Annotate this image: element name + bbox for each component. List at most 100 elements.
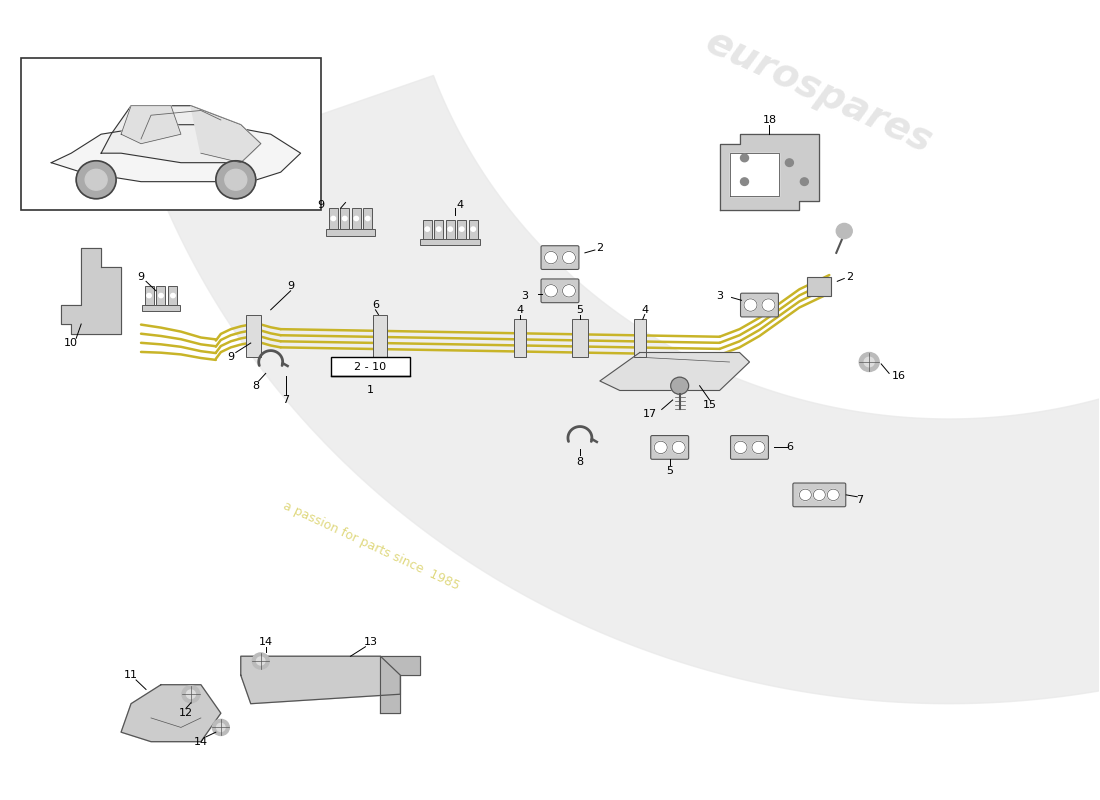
Text: 13: 13 bbox=[363, 637, 377, 647]
Circle shape bbox=[672, 442, 685, 454]
FancyBboxPatch shape bbox=[331, 358, 410, 376]
Circle shape bbox=[813, 489, 825, 501]
Circle shape bbox=[85, 170, 107, 190]
Circle shape bbox=[752, 442, 764, 454]
Text: 2 - 10: 2 - 10 bbox=[354, 362, 386, 372]
Text: 5: 5 bbox=[576, 305, 583, 314]
Text: 5: 5 bbox=[667, 466, 673, 476]
Text: 8: 8 bbox=[576, 457, 583, 466]
Circle shape bbox=[740, 154, 748, 162]
Text: 1: 1 bbox=[367, 386, 374, 395]
Text: 9: 9 bbox=[138, 271, 144, 282]
Text: 9: 9 bbox=[317, 200, 324, 210]
FancyBboxPatch shape bbox=[793, 483, 846, 506]
FancyBboxPatch shape bbox=[634, 319, 646, 358]
Circle shape bbox=[671, 377, 689, 394]
Text: eurospares: eurospares bbox=[700, 23, 938, 161]
Text: 17: 17 bbox=[642, 410, 657, 419]
FancyBboxPatch shape bbox=[245, 314, 261, 358]
Circle shape bbox=[182, 686, 200, 702]
Circle shape bbox=[762, 299, 774, 311]
Bar bbox=[434, 220, 443, 238]
Bar bbox=[422, 220, 432, 238]
Text: a passion for parts since  1985: a passion for parts since 1985 bbox=[280, 499, 461, 593]
Circle shape bbox=[365, 216, 370, 221]
Text: 11: 11 bbox=[124, 670, 139, 680]
FancyBboxPatch shape bbox=[740, 293, 779, 317]
Circle shape bbox=[460, 227, 464, 231]
Text: 9: 9 bbox=[287, 281, 294, 291]
Bar bbox=[142, 305, 180, 311]
Text: 3: 3 bbox=[716, 290, 723, 301]
FancyBboxPatch shape bbox=[541, 246, 579, 270]
Bar bbox=[156, 286, 165, 305]
Text: 6: 6 bbox=[785, 442, 793, 453]
Text: 6: 6 bbox=[372, 300, 378, 310]
Circle shape bbox=[562, 251, 575, 264]
Circle shape bbox=[146, 294, 152, 298]
Circle shape bbox=[217, 723, 226, 731]
Circle shape bbox=[342, 216, 346, 221]
FancyBboxPatch shape bbox=[651, 435, 689, 459]
FancyBboxPatch shape bbox=[373, 314, 387, 362]
Bar bbox=[327, 229, 375, 236]
Bar bbox=[21, 58, 320, 210]
Text: 7: 7 bbox=[282, 395, 289, 405]
Polygon shape bbox=[121, 685, 221, 742]
Polygon shape bbox=[729, 153, 780, 196]
Text: 4: 4 bbox=[517, 305, 524, 314]
Circle shape bbox=[448, 227, 452, 231]
Text: 8: 8 bbox=[252, 381, 260, 390]
Circle shape bbox=[216, 161, 255, 198]
Text: 15: 15 bbox=[703, 400, 716, 410]
Text: 4: 4 bbox=[641, 305, 648, 314]
Text: 2: 2 bbox=[596, 243, 604, 253]
Circle shape bbox=[425, 227, 430, 231]
Circle shape bbox=[186, 690, 196, 698]
Circle shape bbox=[801, 178, 808, 186]
Text: 18: 18 bbox=[762, 115, 777, 125]
Circle shape bbox=[744, 299, 757, 311]
Bar bbox=[420, 238, 481, 245]
Circle shape bbox=[654, 442, 668, 454]
Text: 14: 14 bbox=[258, 637, 273, 647]
Circle shape bbox=[331, 216, 335, 221]
Polygon shape bbox=[381, 656, 420, 713]
Circle shape bbox=[224, 170, 246, 190]
Text: 7: 7 bbox=[856, 494, 862, 505]
FancyBboxPatch shape bbox=[807, 277, 832, 295]
Polygon shape bbox=[62, 248, 121, 334]
Text: 12: 12 bbox=[179, 708, 192, 718]
Circle shape bbox=[836, 223, 852, 238]
Polygon shape bbox=[121, 106, 180, 144]
Circle shape bbox=[252, 653, 270, 669]
FancyBboxPatch shape bbox=[572, 319, 587, 358]
FancyBboxPatch shape bbox=[514, 319, 526, 358]
Polygon shape bbox=[719, 134, 820, 210]
Circle shape bbox=[865, 358, 874, 366]
Circle shape bbox=[212, 719, 229, 735]
Bar bbox=[144, 286, 154, 305]
Circle shape bbox=[158, 294, 163, 298]
Circle shape bbox=[544, 285, 558, 297]
Text: 9: 9 bbox=[228, 352, 234, 362]
Circle shape bbox=[76, 161, 117, 198]
Bar bbox=[446, 220, 454, 238]
Circle shape bbox=[859, 353, 879, 371]
Circle shape bbox=[256, 657, 265, 665]
Polygon shape bbox=[52, 125, 300, 182]
Circle shape bbox=[437, 227, 441, 231]
Text: 14: 14 bbox=[194, 737, 208, 746]
Polygon shape bbox=[600, 353, 749, 390]
Text: 16: 16 bbox=[892, 371, 906, 382]
Circle shape bbox=[785, 159, 793, 166]
Bar bbox=[363, 208, 372, 229]
Text: 3: 3 bbox=[521, 290, 529, 301]
Bar bbox=[458, 220, 466, 238]
Text: 2: 2 bbox=[846, 271, 852, 282]
FancyBboxPatch shape bbox=[730, 435, 769, 459]
Circle shape bbox=[471, 227, 475, 231]
Circle shape bbox=[354, 216, 359, 221]
Bar bbox=[469, 220, 477, 238]
Circle shape bbox=[544, 251, 558, 264]
